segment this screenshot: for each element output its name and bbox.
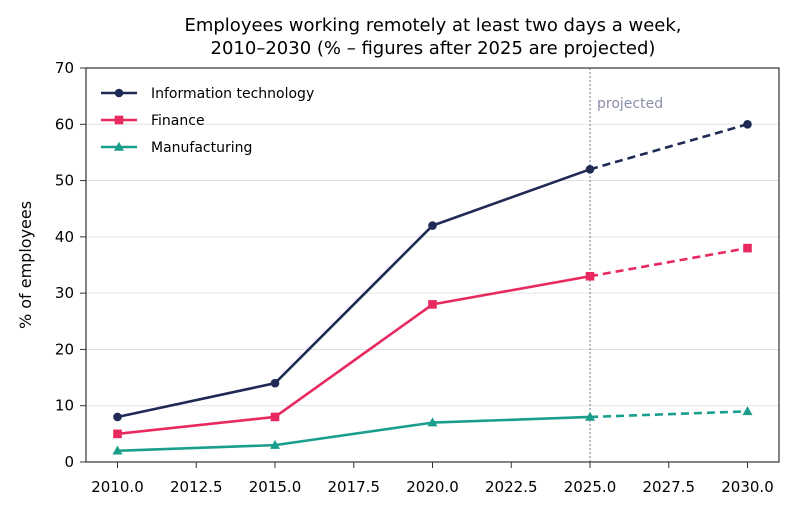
series-2-projected-line xyxy=(589,410,748,419)
series-2-actual-line xyxy=(117,415,591,453)
legend-label-1: Finance xyxy=(151,113,205,129)
chart-title-line-1: Employees working remotely at least two … xyxy=(184,15,681,36)
legend-label-2: Manufacturing xyxy=(151,140,252,156)
x-tick-label-3: 2017.5 xyxy=(328,478,381,496)
x-tick-label-6: 2025.0 xyxy=(564,478,617,496)
series-1-point-1 xyxy=(270,412,280,422)
series-2-point-4 xyxy=(742,406,753,416)
legend: Information technology Finance Manufacturi… xyxy=(101,86,314,156)
series-2 xyxy=(112,406,753,455)
x-tick-label-1: 2012.5 xyxy=(170,478,223,496)
grid-lines xyxy=(86,123,779,407)
y-tick-label-5: 50 xyxy=(55,172,74,190)
y-tick-label-2: 20 xyxy=(55,340,74,358)
chart-title-line-2: 2010–2030 (% – figures after 2025 are pr… xyxy=(211,38,656,59)
x-tick-label-8: 2030.0 xyxy=(721,478,774,496)
series-1-point-4 xyxy=(743,243,752,253)
y-tick-label-4: 40 xyxy=(55,228,74,246)
series-1-point-3 xyxy=(585,271,595,281)
y-tick-label-6: 60 xyxy=(55,115,74,133)
y-tick-label-0: 0 xyxy=(64,453,74,471)
series-0-point-4 xyxy=(743,119,752,129)
legend-marker-1 xyxy=(114,115,124,125)
series-0-projected-line xyxy=(589,123,748,171)
x-tick-label-7: 2027.5 xyxy=(643,478,696,496)
series-0-point-0 xyxy=(113,412,122,422)
x-tick-label-5: 2022.5 xyxy=(485,478,538,496)
y-tick-label-3: 30 xyxy=(55,284,74,302)
series-2-point-1 xyxy=(270,439,280,449)
x-tick-label-4: 2020.0 xyxy=(406,478,459,496)
x-tick-label-0: 2010.0 xyxy=(91,478,144,496)
series-0-point-3 xyxy=(585,165,595,174)
x-axis: 2010.0 2012.5 2015.0 2017.5 2020.0 2022.5 2025… xyxy=(91,462,774,496)
y-axis: 0 10 20 30 40 50 60 70 xyxy=(55,59,86,471)
y-tick-label-1: 10 xyxy=(55,397,74,415)
legend-marker-2 xyxy=(114,141,124,151)
y-tick-label-7: 70 xyxy=(55,59,74,77)
series-layer xyxy=(112,119,753,455)
series-1 xyxy=(113,243,752,439)
series-0-point-2 xyxy=(428,221,437,230)
series-2-point-3 xyxy=(585,411,595,421)
legend-label-0: Information technology xyxy=(151,86,314,102)
series-1-point-0 xyxy=(113,429,122,439)
legend-marker-0 xyxy=(114,88,124,98)
series-2-point-2 xyxy=(427,417,438,427)
series-2-point-0 xyxy=(112,445,123,455)
y-axis-label: % of employees xyxy=(16,201,35,329)
series-0-actual-line xyxy=(117,168,591,419)
series-0 xyxy=(113,119,752,422)
projection-label: projected xyxy=(597,96,663,112)
series-0-point-1 xyxy=(270,378,280,388)
series-1-projected-line xyxy=(589,246,748,278)
x-tick-label-2: 2015.0 xyxy=(249,478,302,496)
projection-marker: projected xyxy=(589,68,663,462)
series-1-actual-line xyxy=(117,274,591,436)
series-1-point-2 xyxy=(428,300,437,309)
